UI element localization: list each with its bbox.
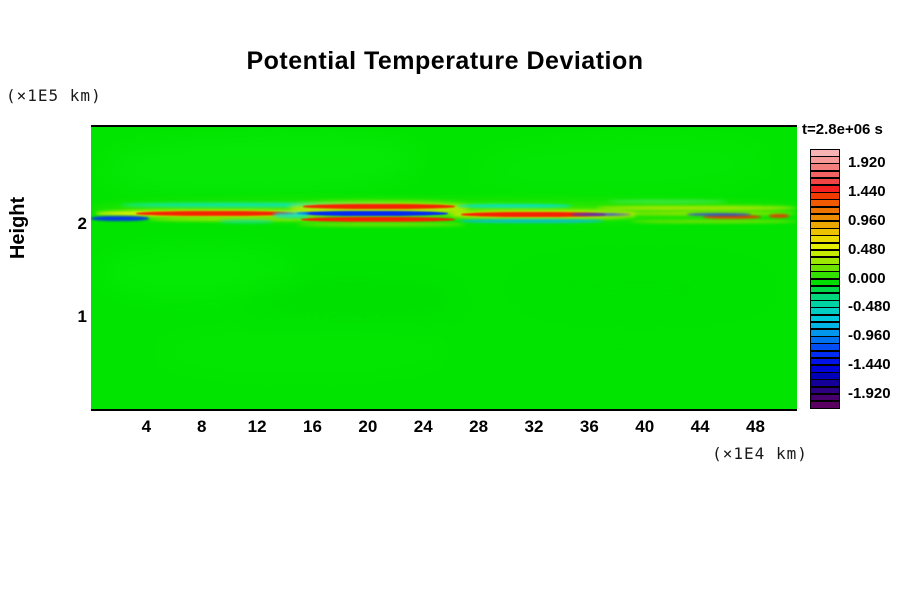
colorbar-cell [810, 206, 840, 215]
colorbar-cell [810, 192, 840, 200]
colorbar-cell [810, 149, 840, 157]
colorbar-tick-label: -0.480 [848, 298, 891, 316]
field-streak [301, 217, 455, 222]
colorbar-cell [810, 293, 840, 301]
field-streak [631, 220, 797, 223]
colorbar-cell [810, 401, 840, 409]
field-mottle [151, 327, 451, 377]
colorbar-tick-label: -1.920 [848, 384, 891, 402]
x-tick-label: 20 [358, 417, 378, 436]
x-tick-label: 32 [524, 417, 544, 436]
x-tick-label: 24 [413, 417, 433, 436]
x-tick-label: 16 [303, 417, 322, 436]
colorbar-cell [810, 156, 840, 164]
colorbar-cell [810, 285, 840, 294]
colorbar-cell [810, 329, 840, 337]
colorbar-cell [810, 386, 840, 395]
y-axis-unit-label: (×1E5 km) [6, 86, 102, 105]
field-mottle [511, 257, 771, 317]
colorbar-cell [810, 264, 840, 272]
colorbar-tick-label: -0.960 [848, 327, 891, 345]
field-streak [571, 213, 631, 216]
colorbar-tick-label: 0.000 [848, 269, 886, 287]
x-tick-label: 28 [469, 417, 489, 436]
colorbar-tick-label: 0.960 [848, 212, 886, 229]
chart-title: Potential Temperature Deviation [246, 47, 644, 75]
field-streak [303, 204, 455, 209]
y-tick-label: 2 [77, 214, 87, 234]
plot-bottom-border [91, 409, 797, 411]
field-mottle [100, 129, 422, 201]
field-streak [687, 213, 751, 216]
colorbar-cell [810, 185, 840, 193]
field-streak [607, 200, 727, 203]
colorbar-cell [810, 379, 840, 387]
y-axis-label: Height [7, 196, 29, 260]
colorbar-cell [810, 300, 840, 308]
field-streak [136, 211, 296, 216]
field-streak [459, 219, 604, 223]
colorbar-cell [810, 365, 840, 373]
field-streak [273, 212, 309, 218]
field-streak [461, 212, 606, 217]
field-streak [703, 215, 761, 219]
colorbar-cell [810, 213, 840, 222]
colorbar-cell [810, 257, 840, 265]
colorbar-cell [810, 350, 840, 359]
colorbar-cell [810, 199, 840, 207]
colorbar-tick-label: 0.480 [848, 240, 886, 258]
x-tick-label: 48 [746, 417, 765, 436]
field-mottle [99, 245, 299, 300]
colorbar-cell [810, 307, 840, 315]
x-tick-label: 44 [690, 417, 710, 436]
field-streak [596, 206, 796, 210]
field-streak [121, 203, 401, 207]
colorbar-tick-label: 1.440 [848, 183, 886, 201]
field-streak [769, 214, 789, 218]
colorbar-cell [810, 235, 840, 243]
colorbar-cell [810, 271, 840, 279]
colorbar-cell [810, 278, 840, 287]
y-tick-label: 1 [77, 306, 87, 326]
x-tick-label: 12 [247, 417, 267, 436]
field-streak [297, 223, 465, 226]
plot-top-border [91, 125, 797, 127]
colorbar-cell [810, 228, 840, 236]
colorbar-cell [810, 336, 840, 344]
field-streak [91, 216, 149, 221]
colorbar-cell [810, 249, 840, 258]
colorbar-cell [810, 170, 840, 179]
x-axis-unit-label: (×1E4 km) [712, 444, 808, 463]
x-tick-label: 4 [141, 417, 152, 436]
field-streak [149, 218, 329, 221]
colorbar-cell [810, 357, 840, 366]
x-tick-label: 8 [197, 417, 207, 436]
colorbar-cell [810, 242, 840, 251]
field-mottle [470, 135, 772, 197]
colorbar-tick-label: 1.920 [848, 154, 886, 172]
colorbar-cell [810, 321, 840, 330]
field-mottle [241, 277, 461, 322]
colorbar-cell [810, 314, 840, 323]
colorbar-tick-label: -1.440 [848, 356, 891, 373]
field-streak [219, 220, 274, 223]
field-streak [296, 211, 448, 216]
field-streak [457, 204, 572, 208]
colorbar-cell [810, 372, 840, 380]
colorbar-cell [810, 177, 840, 186]
colorbar-cell [810, 393, 840, 402]
colorbar-time-annotation: t=2.8e+06 s [802, 121, 883, 138]
colorbar-cell [810, 163, 840, 171]
colorbar-cell [810, 343, 840, 351]
x-tick-label: 36 [579, 417, 599, 436]
x-tick-label: 40 [635, 417, 655, 436]
heatmap-plot-area [91, 127, 797, 409]
colorbar-cell [810, 221, 840, 229]
